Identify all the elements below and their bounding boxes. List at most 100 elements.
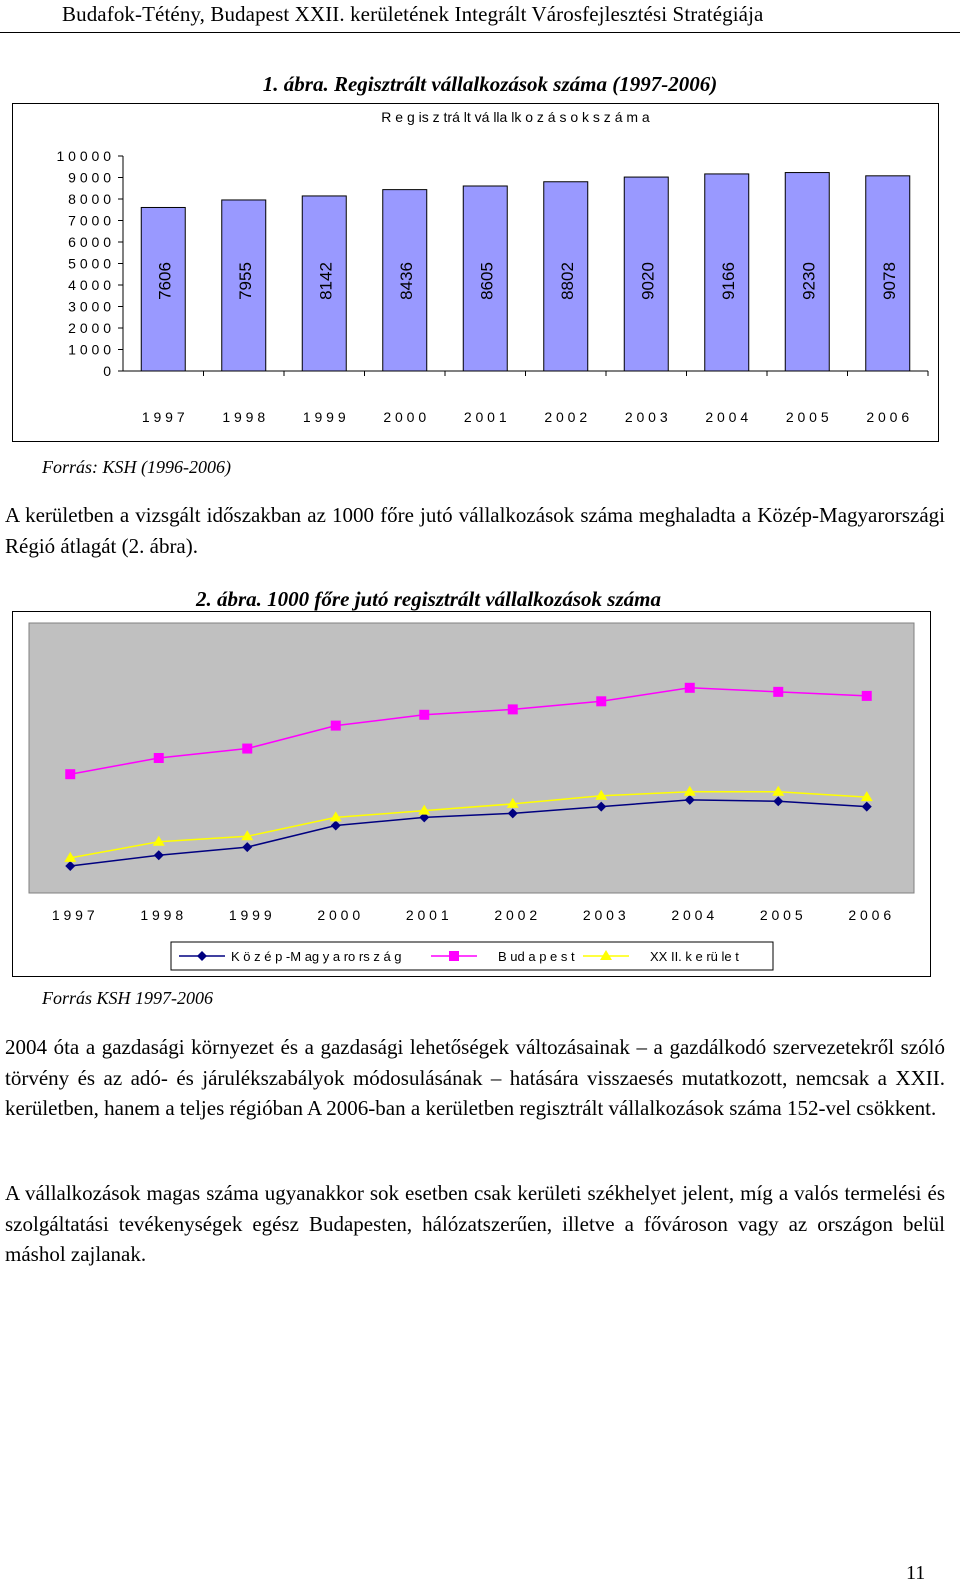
bar-data-label: 7606 — [155, 262, 174, 300]
x-tick-label: 1 9 9 9 — [303, 409, 346, 425]
x-tick-label: 1 9 9 9 — [229, 907, 272, 923]
y-tick-label: 0 — [103, 363, 111, 379]
paragraph-2: 2004 óta a gazdasági környezet és a gazd… — [5, 1035, 945, 1120]
data-point — [153, 753, 164, 763]
data-point — [330, 720, 341, 731]
data-point — [330, 820, 341, 831]
paragraph-3: A vállalkozások magas száma ugyanakkor s… — [5, 1181, 945, 1266]
y-tick-label: 9 0 0 0 — [68, 170, 111, 186]
paragraph-1: A kerületben a vizsgált időszakban az 10… — [5, 503, 945, 558]
bar — [301, 195, 347, 372]
bar — [382, 189, 428, 372]
data-point — [152, 835, 165, 846]
y-tick-label: 2 0 0 0 — [68, 320, 111, 336]
y-tick-label: 7 0 0 0 — [68, 213, 111, 229]
page-header: Budafok-Tétény, Budapest XXII. kerületén… — [0, 0, 960, 33]
x-tick-label: 2 0 0 4 — [671, 907, 714, 923]
bar — [221, 199, 267, 372]
x-tick-label: 2 0 0 3 — [583, 907, 626, 923]
legend-marker — [197, 951, 207, 961]
data-point — [684, 794, 695, 805]
data-point — [596, 801, 607, 812]
series-line — [70, 687, 867, 775]
data-point — [242, 842, 253, 853]
legend-marker — [449, 951, 459, 961]
legend-label: B ud a p e s t — [498, 949, 575, 964]
x-tick-label: 2 0 0 0 — [317, 907, 360, 923]
y-tick-label: 5 0 0 0 — [68, 256, 111, 272]
chart-title: R e g is z trá lt vá lla lk o z á s o k … — [381, 109, 650, 125]
data-point — [65, 769, 76, 780]
x-tick-label: 2 0 0 2 — [544, 409, 587, 425]
bar-data-label: 7955 — [236, 262, 255, 300]
x-tick-label: 2 0 0 5 — [760, 907, 803, 923]
data-point — [64, 851, 77, 862]
bar — [704, 173, 750, 372]
bar — [462, 185, 508, 372]
figure1-chart-frame: R e g is z trá lt vá lla lk o z á s o k … — [12, 103, 939, 442]
x-tick-label: 2 0 0 4 — [705, 409, 748, 425]
bar-data-label: 8605 — [477, 262, 496, 300]
data-point — [241, 830, 254, 841]
header-title: Budafok-Tétény, Budapest XXII. kerületén… — [62, 2, 764, 26]
data-point — [860, 791, 873, 802]
series-kozep-magyarorszag — [65, 794, 872, 871]
data-point — [419, 709, 430, 720]
figure2-chart-frame: 1 9 9 7 1 9 9 8 1 9 9 9 2 0 0 0 2 0 0 1 2 0 0… — [12, 611, 931, 977]
legend: K ö z é p -M ag y a ro rs z á g B ud a p … — [170, 941, 774, 971]
y-tick-label: 1 0 0 0 0 — [57, 148, 112, 164]
x-tick-label: 2 0 0 0 — [383, 409, 426, 425]
y-tick-label: 6 0 0 0 — [68, 234, 111, 250]
x-tick-label: 2 0 0 1 — [464, 409, 507, 425]
line-chart: 1 9 9 7 1 9 9 8 1 9 9 9 2 0 0 0 2 0 0 1 2 0 0… — [28, 622, 915, 971]
data-point — [861, 801, 872, 812]
x-tick-label: 2 0 0 2 — [494, 907, 537, 923]
data-point — [65, 861, 76, 871]
bar-data-label: 8142 — [316, 262, 335, 300]
data-point — [683, 785, 696, 796]
bar — [543, 181, 589, 372]
data-point — [684, 682, 695, 693]
data-point — [153, 850, 164, 861]
data-point — [507, 704, 518, 715]
data-point — [773, 796, 784, 807]
bar — [865, 175, 911, 372]
data-point — [506, 797, 519, 808]
data-point — [418, 804, 431, 815]
series-xxii-kerulet — [64, 785, 873, 862]
bar — [623, 176, 669, 372]
data-point — [596, 696, 607, 707]
y-tick-label: 8 0 0 0 — [68, 191, 111, 207]
page-number: 11 — [906, 1562, 926, 1584]
data-point — [242, 743, 253, 754]
series-line — [70, 791, 867, 859]
legend-marker — [600, 950, 612, 960]
x-tick-label: 2 0 0 6 — [866, 409, 909, 425]
x-tick-label: 2 0 0 1 — [406, 907, 449, 923]
legend-label: XX II. k e rü le t — [650, 949, 739, 964]
y-tick-label: 4 0 0 0 — [68, 277, 111, 293]
data-point — [507, 808, 518, 819]
x-tick-label: 1 9 9 8 — [140, 907, 183, 923]
bar-data-label: 9230 — [799, 262, 818, 300]
data-point — [773, 686, 784, 697]
data-point — [329, 811, 342, 822]
y-tick-label: 1 0 0 0 — [68, 342, 111, 358]
legend-box — [170, 941, 774, 971]
data-point — [595, 789, 608, 800]
x-tick-label: 1 9 9 8 — [222, 409, 265, 425]
bar-data-label: 9166 — [719, 262, 738, 300]
data-point — [419, 812, 430, 823]
series-line — [70, 799, 867, 867]
bar-data-label: 9078 — [880, 262, 899, 300]
x-tick-label: 2 0 0 6 — [848, 907, 891, 923]
figure2-caption: 2. ábra. 1000 főre jutó regisztrált váll… — [196, 587, 661, 611]
x-tick-label: 2 0 0 5 — [786, 409, 829, 425]
figure1-source: Forrás: KSH (1996-2006) — [42, 457, 231, 477]
plot-area — [28, 622, 915, 894]
data-point — [861, 690, 872, 701]
series-budapest — [65, 682, 872, 780]
x-tick-label: 1 9 9 7 — [142, 409, 185, 425]
bar-chart: R e g is z trá lt vá lla lk o z á s o k … — [57, 109, 929, 425]
bar — [784, 172, 830, 372]
